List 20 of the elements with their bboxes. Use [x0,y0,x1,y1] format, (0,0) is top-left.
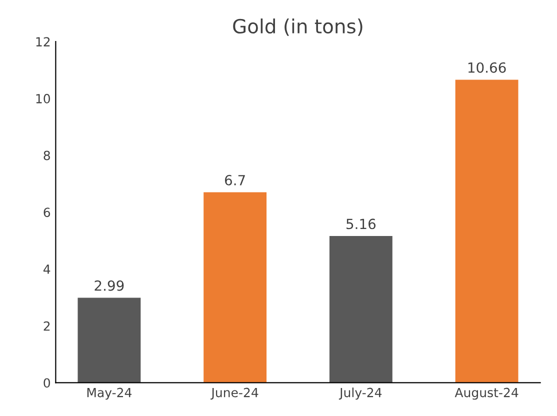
x-tick-label: August-24 [454,388,518,400]
y-tick-label: 10 [36,94,50,104]
y-tick-label: 0 [44,378,50,388]
chart-title: Gold (in tons) [233,18,362,36]
y-tick-label: 8 [44,150,50,160]
bar [78,298,141,383]
x-tick-label: July-24 [338,388,382,400]
y-tick-label: 12 [36,37,50,46]
y-tick-label: 6 [44,208,50,218]
data-label: 10.66 [468,62,506,73]
data-label: 6.7 [224,174,245,186]
bar [329,236,392,383]
y-tick-label: 4 [43,264,50,274]
y-tick-label: 2 [44,321,50,331]
x-tick-label: May-24 [87,388,132,400]
data-label: 2.99 [94,280,124,291]
x-tick-label: June-24 [210,388,258,400]
bar [455,80,518,383]
bar [204,192,267,383]
data-label: 5.16 [346,218,376,230]
